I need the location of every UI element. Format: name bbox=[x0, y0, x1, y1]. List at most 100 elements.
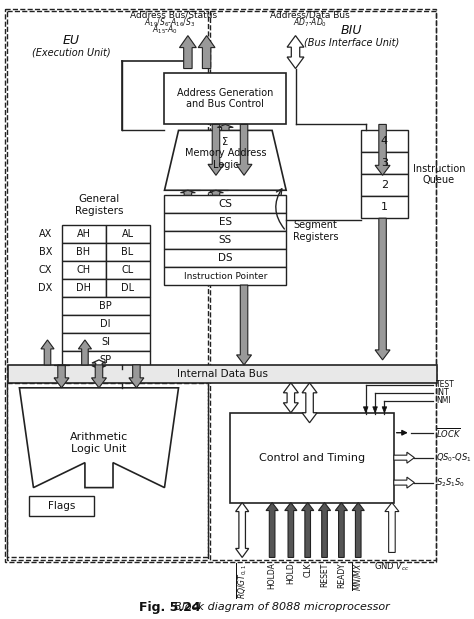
Polygon shape bbox=[91, 365, 107, 388]
Text: $QS_0$-$QS_1$: $QS_0$-$QS_1$ bbox=[436, 451, 472, 464]
Text: Internal Data Bus: Internal Data Bus bbox=[177, 369, 268, 379]
Text: BIU: BIU bbox=[341, 24, 363, 37]
Polygon shape bbox=[375, 124, 390, 175]
Bar bbox=[164, 195, 286, 213]
Polygon shape bbox=[375, 219, 390, 360]
Text: CLK: CLK bbox=[303, 563, 312, 577]
Text: 1: 1 bbox=[381, 202, 388, 212]
Text: Instruction
Queue: Instruction Queue bbox=[412, 163, 465, 185]
Polygon shape bbox=[394, 452, 414, 463]
Text: $\overline{MN/MX}$: $\overline{MN/MX}$ bbox=[352, 563, 364, 591]
Polygon shape bbox=[266, 503, 278, 558]
Polygon shape bbox=[236, 124, 252, 175]
Polygon shape bbox=[180, 36, 196, 69]
Bar bbox=[164, 213, 286, 231]
Bar bbox=[62, 351, 149, 369]
Text: Instruction Pointer: Instruction Pointer bbox=[183, 272, 267, 280]
Bar bbox=[164, 267, 286, 285]
Text: HOLD: HOLD bbox=[286, 563, 295, 584]
Polygon shape bbox=[209, 190, 223, 195]
Text: CX: CX bbox=[39, 265, 52, 275]
Polygon shape bbox=[385, 503, 399, 552]
Bar bbox=[8, 365, 437, 383]
Text: ES: ES bbox=[219, 217, 232, 227]
Text: READY: READY bbox=[337, 563, 346, 588]
Bar bbox=[210, 11, 436, 560]
Text: $AD_7$-$AD_0$: $AD_7$-$AD_0$ bbox=[292, 16, 327, 29]
Bar bbox=[7, 11, 209, 560]
Text: DI: DI bbox=[100, 319, 111, 329]
Text: SI: SI bbox=[101, 337, 110, 347]
Bar bbox=[62, 297, 149, 315]
Text: Σ
Memory Address
Logic: Σ Memory Address Logic bbox=[184, 137, 266, 170]
Bar bbox=[361, 196, 408, 219]
Polygon shape bbox=[164, 131, 286, 190]
Polygon shape bbox=[302, 383, 317, 423]
Bar bbox=[106, 243, 149, 261]
Text: Address/Data Bus: Address/Data Bus bbox=[270, 10, 349, 19]
Text: Flags: Flags bbox=[48, 501, 75, 511]
Bar bbox=[361, 175, 408, 196]
Polygon shape bbox=[394, 477, 414, 488]
Bar bbox=[106, 225, 149, 243]
Bar bbox=[5, 9, 436, 563]
Polygon shape bbox=[283, 383, 298, 413]
Bar bbox=[230, 413, 394, 503]
Bar bbox=[62, 315, 149, 333]
Text: 3: 3 bbox=[381, 158, 388, 168]
Text: Address Generation
and Bus Control: Address Generation and Bus Control bbox=[177, 88, 273, 110]
Text: AL: AL bbox=[121, 229, 134, 239]
Text: 2: 2 bbox=[381, 180, 388, 190]
Text: $\overline{LOCK}$: $\overline{LOCK}$ bbox=[436, 426, 461, 439]
Polygon shape bbox=[285, 503, 297, 558]
Text: Block diagram of 8088 microprocessor: Block diagram of 8088 microprocessor bbox=[173, 602, 389, 612]
Text: RESET: RESET bbox=[320, 563, 329, 587]
Text: AH: AH bbox=[76, 229, 91, 239]
Text: CH: CH bbox=[76, 265, 91, 275]
Text: EU: EU bbox=[63, 34, 79, 47]
Bar bbox=[7, 383, 209, 558]
Text: BX: BX bbox=[39, 247, 52, 257]
Text: Address Bus/Status: Address Bus/Status bbox=[130, 10, 218, 19]
Polygon shape bbox=[19, 388, 179, 488]
Bar bbox=[62, 279, 106, 297]
Text: Arithmetic
Logic Unit: Arithmetic Logic Unit bbox=[70, 432, 128, 454]
Polygon shape bbox=[364, 407, 368, 413]
Bar bbox=[361, 152, 408, 175]
Text: HOLDA: HOLDA bbox=[268, 563, 277, 589]
Text: Fig. 5.24: Fig. 5.24 bbox=[139, 601, 201, 614]
Text: BL: BL bbox=[121, 247, 134, 257]
Bar bbox=[164, 231, 286, 249]
Polygon shape bbox=[54, 365, 69, 388]
Bar bbox=[106, 279, 149, 297]
Text: $\overline{RQ}$/$\overline{GT_{0,1}}$: $\overline{RQ}$/$\overline{GT_{0,1}}$ bbox=[236, 563, 249, 599]
Text: AX: AX bbox=[39, 229, 52, 239]
Bar bbox=[361, 131, 408, 152]
Text: $S_2 S_1 S_0$: $S_2 S_1 S_0$ bbox=[436, 477, 465, 489]
Polygon shape bbox=[352, 503, 365, 558]
Text: CS: CS bbox=[219, 199, 232, 209]
Text: BH: BH bbox=[76, 247, 91, 257]
Polygon shape bbox=[237, 285, 252, 365]
Polygon shape bbox=[198, 36, 215, 69]
Text: SP: SP bbox=[100, 355, 111, 365]
Text: $A_{15}$-$A_0$: $A_{15}$-$A_0$ bbox=[152, 24, 177, 36]
Text: SS: SS bbox=[219, 235, 232, 245]
Polygon shape bbox=[319, 503, 331, 558]
Polygon shape bbox=[301, 503, 314, 558]
Bar bbox=[62, 261, 106, 279]
Polygon shape bbox=[129, 365, 144, 388]
Text: General
Registers: General Registers bbox=[75, 194, 123, 216]
Bar bbox=[106, 261, 149, 279]
Text: BP: BP bbox=[99, 301, 112, 311]
Text: INT: INT bbox=[436, 388, 448, 397]
Polygon shape bbox=[373, 407, 377, 413]
Text: CL: CL bbox=[121, 265, 134, 275]
Polygon shape bbox=[181, 190, 195, 195]
Polygon shape bbox=[41, 340, 54, 365]
Bar bbox=[62, 225, 106, 243]
Text: (Bus Interface Unit): (Bus Interface Unit) bbox=[304, 38, 399, 48]
Text: $A_{19}/S_6$-$A_{16}/S_3$: $A_{19}/S_6$-$A_{16}/S_3$ bbox=[144, 16, 195, 29]
Text: DX: DX bbox=[38, 283, 52, 293]
Bar bbox=[29, 496, 94, 516]
